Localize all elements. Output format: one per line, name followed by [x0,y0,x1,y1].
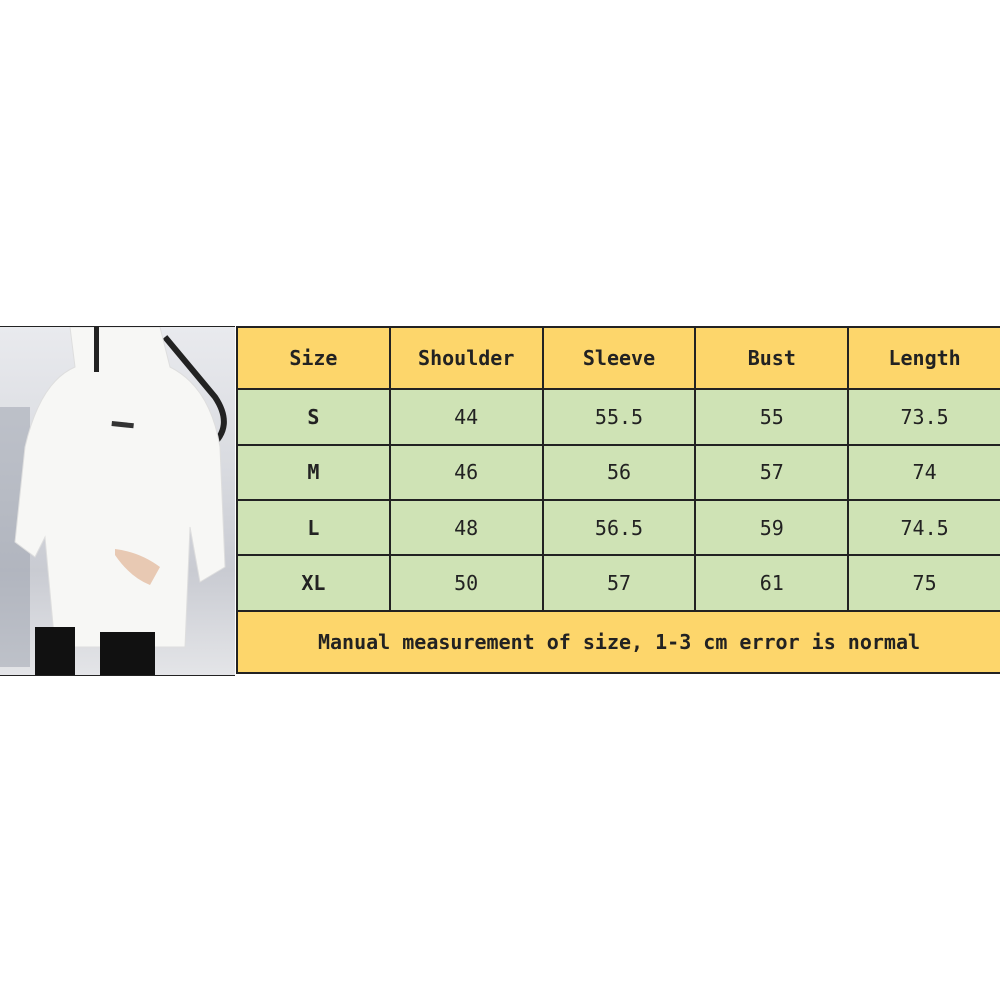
shoulder-cell: 46 [388,443,544,501]
bust-cell: 55 [694,388,850,446]
table-row: S 44 55.5 55 73.5 [236,388,1000,446]
header-length: Length [847,325,1000,391]
length-cell: 74 [847,443,1000,501]
length-cell: 75 [847,554,1000,612]
size-cell: L [236,498,391,557]
model-white-puffer-jacket-image [0,327,227,675]
table-row: L 48 56.5 59 74.5 [236,498,1000,557]
bust-cell: 57 [694,443,850,501]
measurement-note: Manual measurement of size, 1-3 cm error… [236,609,1000,675]
length-cell: 74.5 [847,498,1000,557]
header-shoulder: Shoulder [388,325,544,391]
shoulder-cell: 48 [388,498,544,557]
size-chart-table: Size Shoulder Sleeve Bust Length S 44 55… [236,325,1000,675]
sleeve-cell: 55.5 [541,388,697,446]
product-photo [0,326,235,676]
sleeve-cell: 56.5 [541,498,697,557]
table-footer-row: Manual measurement of size, 1-3 cm error… [236,609,1000,675]
bust-cell: 59 [694,498,850,557]
table-row: M 46 56 57 74 [236,443,1000,501]
shoulder-cell: 44 [388,388,544,446]
header-bust: Bust [694,325,850,391]
sleeve-cell: 56 [541,443,697,501]
size-cell: XL [236,554,391,612]
header-sleeve: Sleeve [541,325,697,391]
table-row: XL 50 57 61 75 [236,554,1000,612]
size-cell: S [236,388,391,446]
header-size: Size [236,325,391,391]
shoulder-cell: 50 [388,554,544,612]
sleeve-cell: 57 [541,554,697,612]
table-header-row: Size Shoulder Sleeve Bust Length [236,325,1000,391]
size-cell: M [236,443,391,501]
bust-cell: 61 [694,554,850,612]
length-cell: 73.5 [847,388,1000,446]
